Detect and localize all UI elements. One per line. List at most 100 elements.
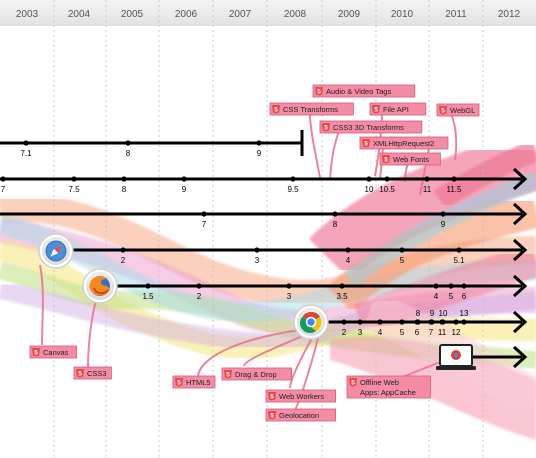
feature-label-box: [172, 375, 216, 389]
year-label: 2012: [498, 9, 521, 20]
feature-label: 5 CSS Transforms: [269, 102, 354, 116]
version-tick: [415, 319, 421, 325]
version-tick: [440, 211, 446, 217]
feature-label: 5 Canvas: [29, 345, 77, 359]
svg-text:5: 5: [274, 107, 278, 114]
year-label: 2004: [68, 9, 91, 20]
version-label: 5: [400, 328, 405, 337]
html5-badge-icon: 5: [224, 370, 232, 379]
html5-badge-icon: 5: [268, 411, 276, 420]
version-label: 9.5: [287, 185, 299, 194]
version-label: 11.5: [447, 185, 463, 194]
release-line-ie: 7 7.5 8 9 9.5 10 10.5 11 11.5: [0, 167, 528, 194]
arrow-head-icon: [512, 345, 528, 369]
release-line-safari: 2 3 4 5 5.1: [58, 238, 528, 265]
version-label: 7.1: [20, 149, 32, 158]
version-tick: [339, 283, 345, 289]
release-line-firefox: 1.5 2 3 3.5 4 5 6: [100, 274, 528, 301]
version-tick: [125, 140, 131, 146]
version-label: 8: [126, 149, 131, 158]
version-label: 6: [415, 328, 420, 337]
year-label: 2006: [175, 9, 198, 20]
version-tick: [0, 176, 6, 182]
html5-badge-icon: 5: [349, 378, 357, 387]
version-label: 13: [460, 309, 469, 318]
svg-text:5: 5: [270, 413, 274, 420]
version-label: 10: [365, 185, 374, 194]
version-label: 9: [257, 149, 262, 158]
version-tick: [254, 247, 260, 253]
version-label: 3.5: [336, 292, 348, 301]
version-tick: [461, 319, 467, 325]
version-tick: [439, 319, 445, 325]
feature-label-text: Geolocation: [279, 411, 319, 420]
svg-text:5: 5: [324, 125, 328, 132]
feature-label-text: Offline Web Apps: AppCache: [360, 378, 416, 397]
version-tick: [345, 247, 351, 253]
feature-label: 5 Drag & Drop: [221, 367, 292, 381]
feature-label-text: File API: [383, 105, 409, 114]
version-tick: [286, 283, 292, 289]
feature-label: 5 Geolocation: [265, 408, 336, 422]
feature-label-box: [359, 136, 449, 150]
arrow-head-icon: [512, 202, 528, 226]
version-tick: [456, 247, 462, 253]
browser-release-lines: 7.1 8 97 7.5 8 9 9.5 10 10.5 11 11.57 8 92 3 4 5 5.11.5 2…: [0, 130, 528, 369]
version-tick: [424, 176, 430, 182]
feature-label-box: [436, 103, 480, 117]
browser-icons: [38, 233, 476, 370]
svg-text:5: 5: [177, 380, 181, 387]
version-label: 8: [122, 185, 127, 194]
version-tick: [181, 176, 187, 182]
feature-label-box: [346, 375, 431, 399]
version-tick: [145, 283, 151, 289]
feature-label-box: [312, 84, 416, 98]
version-tick: [399, 319, 405, 325]
feature-label-text: Canvas: [43, 348, 69, 357]
feature-label-box: [29, 345, 77, 359]
html5-badge-icon: 5: [382, 155, 390, 164]
version-label: 11: [438, 328, 447, 337]
html5-badge-icon: 5: [362, 139, 370, 148]
feature-label: 5 Web Workers: [265, 389, 336, 403]
svg-text:5: 5: [384, 157, 388, 164]
feature-labels: 5 Audio & Video Tags 5 CSS Transforms 5 File …: [29, 84, 480, 422]
year-label: 2005: [121, 9, 144, 20]
svg-text:5: 5: [270, 394, 274, 401]
year-label: 2010: [391, 9, 414, 20]
version-tick: [448, 283, 454, 289]
version-label: 7: [429, 328, 434, 337]
feature-label-text: Drag & Drop: [235, 370, 277, 379]
version-tick: [201, 211, 207, 217]
version-label: 3: [255, 256, 260, 265]
version-tick: [453, 319, 459, 325]
feature-label-text: CSS Transforms: [283, 105, 338, 114]
release-line-opera: 7 8 9: [0, 202, 528, 229]
feature-label: 5 Web Fonts: [379, 152, 441, 166]
version-label: 7.5: [68, 185, 80, 194]
version-label: 2: [197, 292, 202, 301]
feature-label-text: CSS3 3D Transforms: [333, 123, 404, 132]
feature-label: 5 Audio & Video Tags: [312, 84, 416, 98]
version-tick: [23, 140, 29, 146]
version-label: 4: [378, 328, 383, 337]
version-label: 6: [462, 292, 467, 301]
feature-label: 5 HTML5: [172, 375, 216, 389]
html5-badge-icon: 5: [32, 348, 40, 357]
version-label: 4: [434, 292, 439, 301]
feature-label-box: [265, 408, 336, 422]
html5-badge-icon: 5: [76, 369, 84, 378]
feature-label: 5 CSS3: [73, 366, 112, 380]
year-label: 2003: [16, 9, 39, 20]
feature-label-box: [265, 389, 336, 403]
year-label: 2007: [229, 9, 252, 20]
html5-badge-icon: 5: [322, 123, 330, 132]
html5-badge-icon: 5: [315, 87, 323, 96]
firefox-icon: [82, 268, 118, 304]
feature-label-box: [269, 102, 354, 116]
version-tick: [461, 283, 467, 289]
feature-label-box: [221, 367, 292, 381]
version-tick: [121, 176, 127, 182]
